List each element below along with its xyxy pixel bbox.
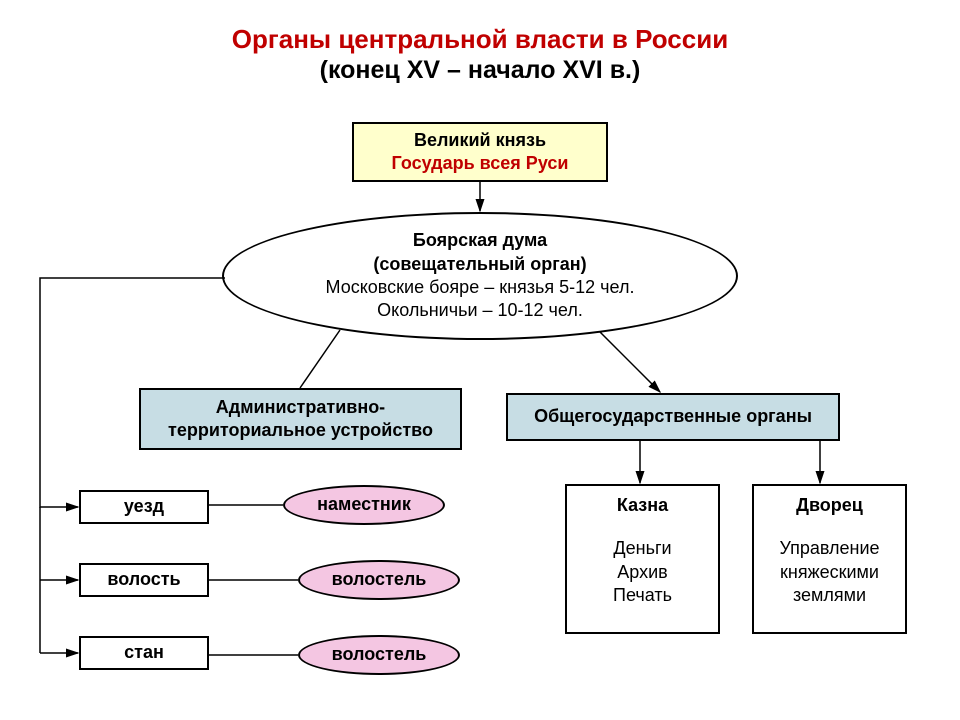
- admin-line1: Административно-: [216, 396, 385, 419]
- unit-box-2: стан: [79, 636, 209, 670]
- node-dvorets: Дворец Управление княжескими землями: [752, 484, 907, 634]
- prince-line2: Государь всея Руси: [392, 152, 569, 175]
- official-ellipse-1: волостель: [298, 560, 460, 600]
- node-duma: Боярская дума (совещательный орган) Моск…: [222, 212, 738, 340]
- node-prince: Великий князь Государь всея Руси: [352, 122, 608, 182]
- kazna-item-1: Архив: [617, 561, 667, 584]
- official-ellipse-0: наместник: [283, 485, 445, 525]
- official-label-0: наместник: [317, 493, 411, 516]
- duma-line3: Московские бояре – князья 5-12 чел.: [326, 276, 635, 299]
- duma-line4: Окольничьи – 10-12 чел.: [377, 299, 583, 322]
- unit-box-0: уезд: [79, 490, 209, 524]
- prince-line1: Великий князь: [414, 129, 546, 152]
- official-ellipse-2: волостель: [298, 635, 460, 675]
- node-kazna: Казна Деньги Архив Печать: [565, 484, 720, 634]
- duma-line1: Боярская дума: [413, 229, 547, 252]
- node-admin: Административно- территориальное устройс…: [139, 388, 462, 450]
- dvorets-title: Дворец: [796, 494, 863, 517]
- kazna-title: Казна: [617, 494, 668, 517]
- unit-label-0: уезд: [124, 495, 164, 518]
- official-label-2: волостель: [332, 643, 427, 666]
- unit-label-2: стан: [124, 641, 164, 664]
- unit-label-1: волость: [107, 568, 180, 591]
- node-state-organs: Общегосударственные органы: [506, 393, 840, 441]
- dvorets-desc: Управление княжескими землями: [762, 537, 897, 607]
- unit-box-1: волость: [79, 563, 209, 597]
- official-label-1: волостель: [332, 568, 427, 591]
- kazna-item-2: Печать: [613, 584, 672, 607]
- diagram-subtitle: (конец XV – начало XVI в.): [0, 56, 960, 85]
- state-organs-label: Общегосударственные органы: [534, 405, 812, 428]
- admin-line2: территориальное устройство: [168, 419, 433, 442]
- duma-line2: (совещательный орган): [373, 253, 586, 276]
- diagram-title: Органы центральной власти в России: [0, 24, 960, 55]
- kazna-item-0: Деньги: [613, 537, 671, 560]
